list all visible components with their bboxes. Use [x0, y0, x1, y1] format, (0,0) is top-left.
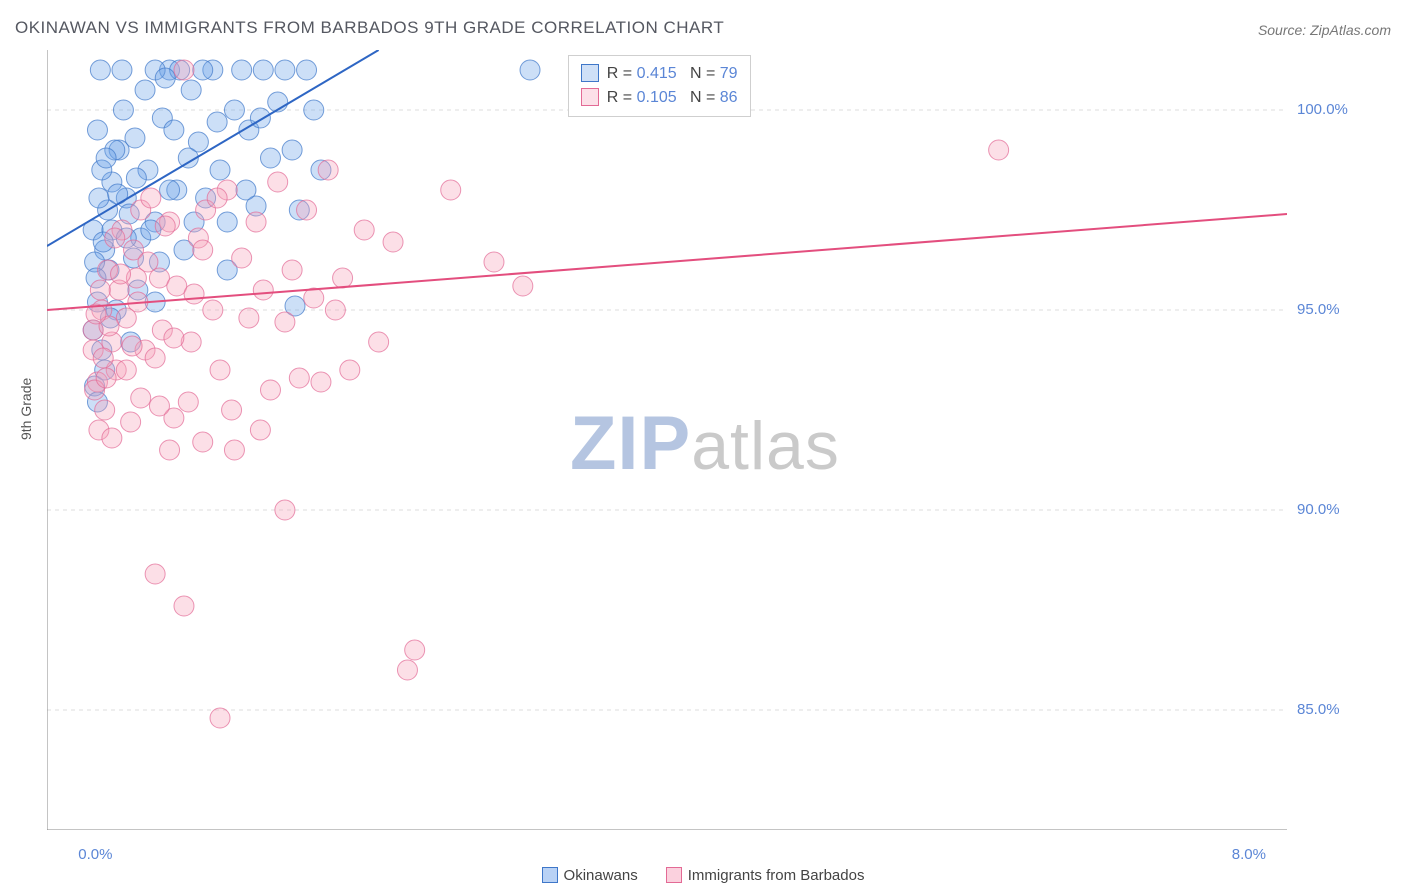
chart-title: OKINAWAN VS IMMIGRANTS FROM BARBADOS 9TH…	[15, 18, 724, 38]
legend-row: R = 0.415 N = 79	[581, 62, 738, 86]
y-tick-label: 90.0%	[1297, 501, 1340, 518]
x-tick-label: 0.0%	[78, 846, 112, 863]
scatter-plot	[47, 50, 1287, 830]
legend-item: Immigrants from Barbados	[666, 867, 865, 884]
correlation-legend: R = 0.415 N = 79R = 0.105 N = 86	[568, 55, 751, 117]
y-tick-label: 100.0%	[1297, 101, 1348, 118]
x-tick-label: 8.0%	[1232, 846, 1266, 863]
y-axis-label: 9th Grade	[18, 378, 34, 440]
series-legend: Okinawans Immigrants from Barbados	[0, 867, 1406, 884]
legend-row: R = 0.105 N = 86	[581, 86, 738, 110]
legend-item: Okinawans	[542, 867, 638, 884]
chart-container: OKINAWAN VS IMMIGRANTS FROM BARBADOS 9TH…	[0, 0, 1406, 892]
source-label: Source: ZipAtlas.com	[1258, 22, 1391, 38]
y-tick-label: 95.0%	[1297, 301, 1340, 318]
y-tick-label: 85.0%	[1297, 701, 1340, 718]
